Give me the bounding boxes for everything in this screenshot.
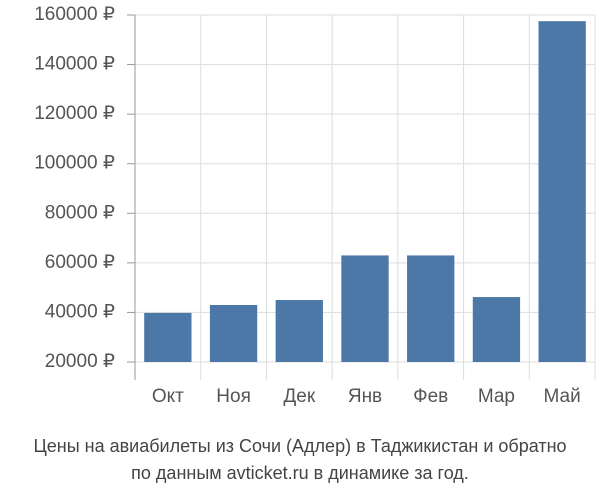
x-tick-label: Янв [348, 386, 382, 407]
x-tick-label: Мар [478, 386, 515, 407]
x-tick-label: Дек [283, 386, 315, 407]
y-tick-label: 120000 ₽ [34, 103, 115, 124]
chart-title: Цены на авиабилеты из Сочи (Адлер) в Тад… [33, 436, 566, 456]
bar [407, 255, 455, 362]
bar [538, 21, 586, 362]
y-tick-label: 100000 ₽ [34, 153, 115, 174]
y-tick-label: 80000 ₽ [45, 202, 115, 223]
bar [209, 304, 258, 362]
y-tick-label: 40000 ₽ [45, 301, 115, 322]
y-tick-label: 60000 ₽ [45, 252, 115, 273]
x-tick-label: Май [544, 386, 581, 407]
chart-subtitle: по данным avticket.ru в динамике за год. [131, 463, 469, 483]
x-tick-label: Фев [413, 386, 448, 407]
bar [472, 297, 521, 362]
y-tick-label: 140000 ₽ [34, 54, 115, 75]
x-tick-label: Ноя [216, 386, 251, 407]
bar [275, 300, 323, 362]
y-tick-label: 20000 ₽ [45, 351, 115, 372]
x-tick-label: Окт [152, 386, 184, 407]
bar [144, 312, 192, 362]
bar [341, 255, 389, 362]
y-tick-label: 160000 ₽ [34, 4, 115, 25]
